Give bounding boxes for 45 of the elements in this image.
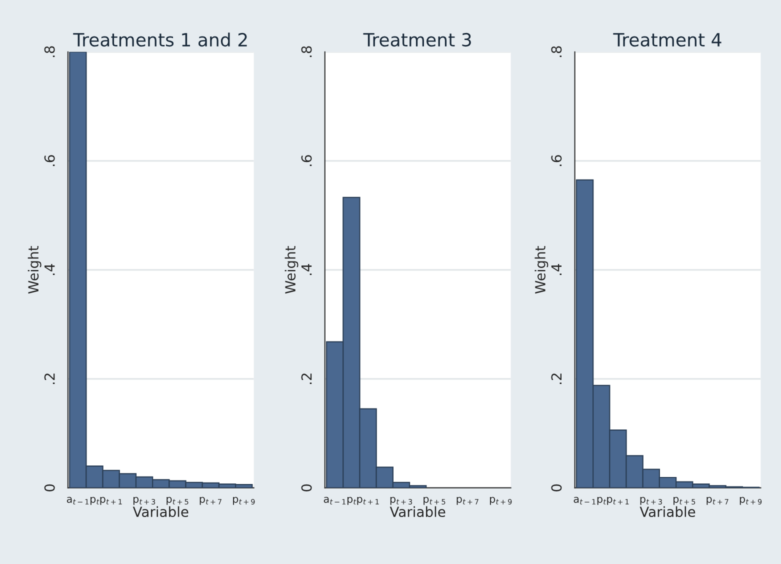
x-axis-title: Variable	[132, 506, 188, 518]
y-tick-label: .8	[551, 46, 562, 58]
y-tick-label: 0	[301, 484, 312, 492]
x-tick-label: p$_{t+7}$	[200, 496, 222, 505]
x-tick-label: p$_{t+7}$	[456, 496, 478, 505]
chart-title: Treatment 4	[613, 33, 722, 47]
y-tick-label: .6	[301, 155, 312, 166]
x-tick-label: p$_{t+3}$	[390, 496, 412, 505]
y-tick-label: .4	[551, 264, 562, 276]
y-tick-label: .8	[44, 46, 55, 58]
x-axis-title: Variable	[390, 506, 446, 518]
y-tick-label: .2	[44, 374, 55, 384]
x-tick-label: p$_{t+7}$	[706, 496, 728, 505]
y-tick-label: .6	[44, 155, 55, 166]
y-axis-title: Weight	[28, 246, 42, 294]
x-tick-label: p$_{t+9}$	[490, 496, 512, 505]
x-tick-label: a$_{t−1}$	[324, 496, 346, 504]
x-tick-label: p$_{t+1}$	[100, 496, 122, 505]
y-tick-label: .2	[301, 374, 312, 384]
y-tick-label: .4	[301, 264, 312, 276]
x-tick-label: p$_{t+1}$	[357, 496, 379, 505]
x-axis-title: Variable	[640, 506, 696, 518]
x-tick-label: p$_{t}$	[597, 496, 606, 505]
y-axis-title: Weight	[284, 246, 298, 294]
chart-title: Treatments 1 and 2	[73, 32, 247, 47]
x-tick-label: p$_{t+5}$	[166, 496, 188, 505]
x-tick-label: p$_{t+1}$	[607, 496, 629, 505]
x-tick-label: p$_{t+9}$	[740, 496, 762, 505]
y-tick-label: .4	[44, 264, 55, 276]
y-tick-label: .2	[551, 374, 562, 384]
x-tick-label: a$_{t−1}$	[574, 496, 596, 504]
x-tick-label: p$_{t+5}$	[674, 496, 696, 505]
x-tick-label: p$_{t+5}$	[424, 496, 446, 505]
y-tick-label: .8	[301, 46, 312, 58]
y-tick-label: .6	[551, 155, 562, 166]
chart-title: Treatment 3	[363, 32, 471, 47]
y-tick-label: 0	[551, 484, 562, 492]
x-tick-label: p$_{t+9}$	[233, 496, 255, 505]
x-tick-label: p$_{t}$	[90, 496, 100, 505]
x-tick-label: a$_{t−1}$	[66, 496, 89, 504]
x-tick-label: p$_{t+3}$	[640, 496, 662, 505]
y-tick-label: 0	[44, 484, 55, 492]
x-tick-label: p$_{t}$	[347, 496, 356, 505]
x-tick-label: p$_{t+3}$	[133, 496, 156, 505]
y-axis-title: Weight	[534, 246, 548, 294]
